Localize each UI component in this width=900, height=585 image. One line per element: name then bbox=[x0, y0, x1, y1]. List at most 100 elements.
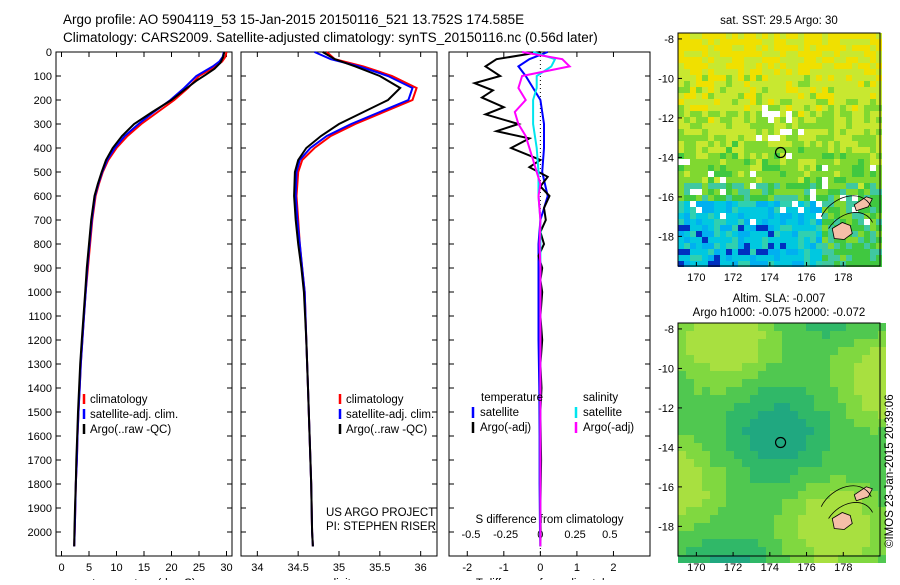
sla-heatmap-cell bbox=[854, 451, 862, 459]
sst-heatmap-cell bbox=[780, 33, 786, 39]
sst-heatmap-cell bbox=[708, 45, 714, 51]
sst-heatmap-cell bbox=[738, 195, 744, 201]
sst-heatmap-cell bbox=[834, 189, 840, 195]
sla-heatmap-cell bbox=[846, 443, 854, 451]
sla-heatmap-cell bbox=[862, 443, 870, 451]
x2-tick-label: -0.5 bbox=[461, 529, 480, 541]
sst-heatmap-cell bbox=[702, 177, 708, 183]
sst-heatmap-cell bbox=[732, 123, 738, 129]
sla-heatmap-cell bbox=[790, 467, 798, 475]
sla-heatmap-cell bbox=[750, 483, 758, 491]
sla-heatmap-cell bbox=[830, 379, 838, 387]
sst-heatmap-cell bbox=[828, 183, 834, 189]
sla-heatmap-cell bbox=[694, 403, 702, 411]
sst-heatmap-cell bbox=[678, 87, 684, 93]
credits-line2: PI: STEPHEN RISER bbox=[326, 521, 436, 533]
sla-heatmap-cell bbox=[758, 467, 766, 475]
sla-heatmap-cell bbox=[838, 339, 846, 347]
sla-heatmap-cell bbox=[798, 507, 806, 515]
sla-heatmap-cell bbox=[742, 387, 750, 395]
sst-heatmap-cell bbox=[804, 39, 810, 45]
sla-heatmap-cell bbox=[774, 411, 782, 419]
sst-heatmap-cell bbox=[804, 93, 810, 99]
sst-heatmap-cell bbox=[804, 165, 810, 171]
sla-heatmap-cell bbox=[870, 355, 878, 363]
sst-heatmap-cell bbox=[858, 111, 864, 117]
sla-heatmap-cell bbox=[750, 387, 758, 395]
sst-heatmap-cell bbox=[744, 117, 750, 123]
sst-heatmap-cell bbox=[828, 153, 834, 159]
sst-heatmap-cell bbox=[762, 141, 768, 147]
sla-heatmap-cell bbox=[702, 379, 710, 387]
sla-heatmap-cell bbox=[854, 419, 862, 427]
sla-heatmap-cell bbox=[734, 491, 742, 499]
sla-heatmap-cell bbox=[726, 523, 734, 531]
sla-heatmap-cell bbox=[774, 403, 782, 411]
sla-heatmap-cell bbox=[846, 547, 854, 555]
sla-heatmap-cell bbox=[694, 547, 702, 555]
x-tick-label: 0 bbox=[58, 562, 64, 574]
sla-heatmap-cell bbox=[758, 483, 766, 491]
sla-heatmap-cell bbox=[694, 483, 702, 491]
sst-heatmap-cell bbox=[846, 81, 852, 87]
sla-heatmap-cell bbox=[790, 459, 798, 467]
sla-heatmap-cell bbox=[686, 547, 694, 555]
sla-heatmap-cell bbox=[806, 531, 814, 539]
sst-heatmap-cell bbox=[852, 261, 858, 267]
sst-heatmap-cell bbox=[780, 123, 786, 129]
sla-heatmap-cell bbox=[838, 419, 846, 427]
sla-heatmap-cell bbox=[702, 483, 710, 491]
sst-heatmap-cell bbox=[858, 261, 864, 267]
sst-heatmap-cell bbox=[678, 129, 684, 135]
y-tick-label: -10 bbox=[658, 73, 674, 85]
sst-heatmap-cell bbox=[708, 69, 714, 75]
sst-heatmap-cell bbox=[786, 135, 792, 141]
sst-heatmap-cell bbox=[804, 105, 810, 111]
sst-heatmap-cell bbox=[714, 99, 720, 105]
sla-heatmap-cell bbox=[758, 531, 766, 539]
sst-heatmap-cell bbox=[684, 165, 690, 171]
sla-heatmap-cell bbox=[726, 411, 734, 419]
sst-heatmap-cell bbox=[702, 201, 708, 207]
sst-heatmap-cell bbox=[756, 39, 762, 45]
sla-heatmap-cell bbox=[686, 523, 694, 531]
sla-heatmap-cell bbox=[758, 355, 766, 363]
sst-heatmap-cell bbox=[792, 93, 798, 99]
sst-heatmap-cell bbox=[858, 249, 864, 255]
sla-heatmap-cell bbox=[814, 499, 822, 507]
sla-heatmap-cell bbox=[790, 539, 798, 547]
sla-heatmap-cell bbox=[822, 323, 830, 331]
sst-heatmap-cell bbox=[726, 69, 732, 75]
sst-heatmap-cell bbox=[816, 189, 822, 195]
sst-heatmap-cell bbox=[852, 177, 858, 183]
sst-heatmap-cell bbox=[834, 219, 840, 225]
sst-heatmap-cell bbox=[750, 45, 756, 51]
sst-heatmap-cell bbox=[834, 141, 840, 147]
sst-heatmap-cell bbox=[750, 201, 756, 207]
sst-heatmap-cell bbox=[684, 261, 690, 267]
sla-heatmap-cell bbox=[822, 507, 830, 515]
sla-heatmap-cell bbox=[782, 331, 790, 339]
sla-heatmap-cell bbox=[878, 459, 886, 467]
sst-heatmap-cell bbox=[684, 81, 690, 87]
sla-heatmap-cell bbox=[742, 347, 750, 355]
sst-heatmap-cell bbox=[810, 105, 816, 111]
sla-heatmap-cell bbox=[862, 459, 870, 467]
sst-heatmap-cell bbox=[768, 123, 774, 129]
sst-heatmap-cell bbox=[774, 159, 780, 165]
sla-heatmap-cell bbox=[790, 491, 798, 499]
sst-heatmap-cell bbox=[798, 87, 804, 93]
sst-heatmap-cell bbox=[762, 153, 768, 159]
legend-header: salinity bbox=[583, 392, 618, 404]
sst-heatmap-cell bbox=[828, 195, 834, 201]
sla-heatmap-cell bbox=[798, 531, 806, 539]
sla-heatmap-cell bbox=[846, 451, 854, 459]
sla-heatmap-cell bbox=[774, 379, 782, 387]
y-tick-label: -8 bbox=[664, 324, 674, 336]
sst-heatmap-cell bbox=[786, 45, 792, 51]
sst-heatmap-cell bbox=[840, 201, 846, 207]
sla-heatmap-cell bbox=[702, 507, 710, 515]
sst-heatmap-cell bbox=[756, 69, 762, 75]
sst-heatmap-cell bbox=[822, 87, 828, 93]
sla-heatmap-cell bbox=[718, 499, 726, 507]
